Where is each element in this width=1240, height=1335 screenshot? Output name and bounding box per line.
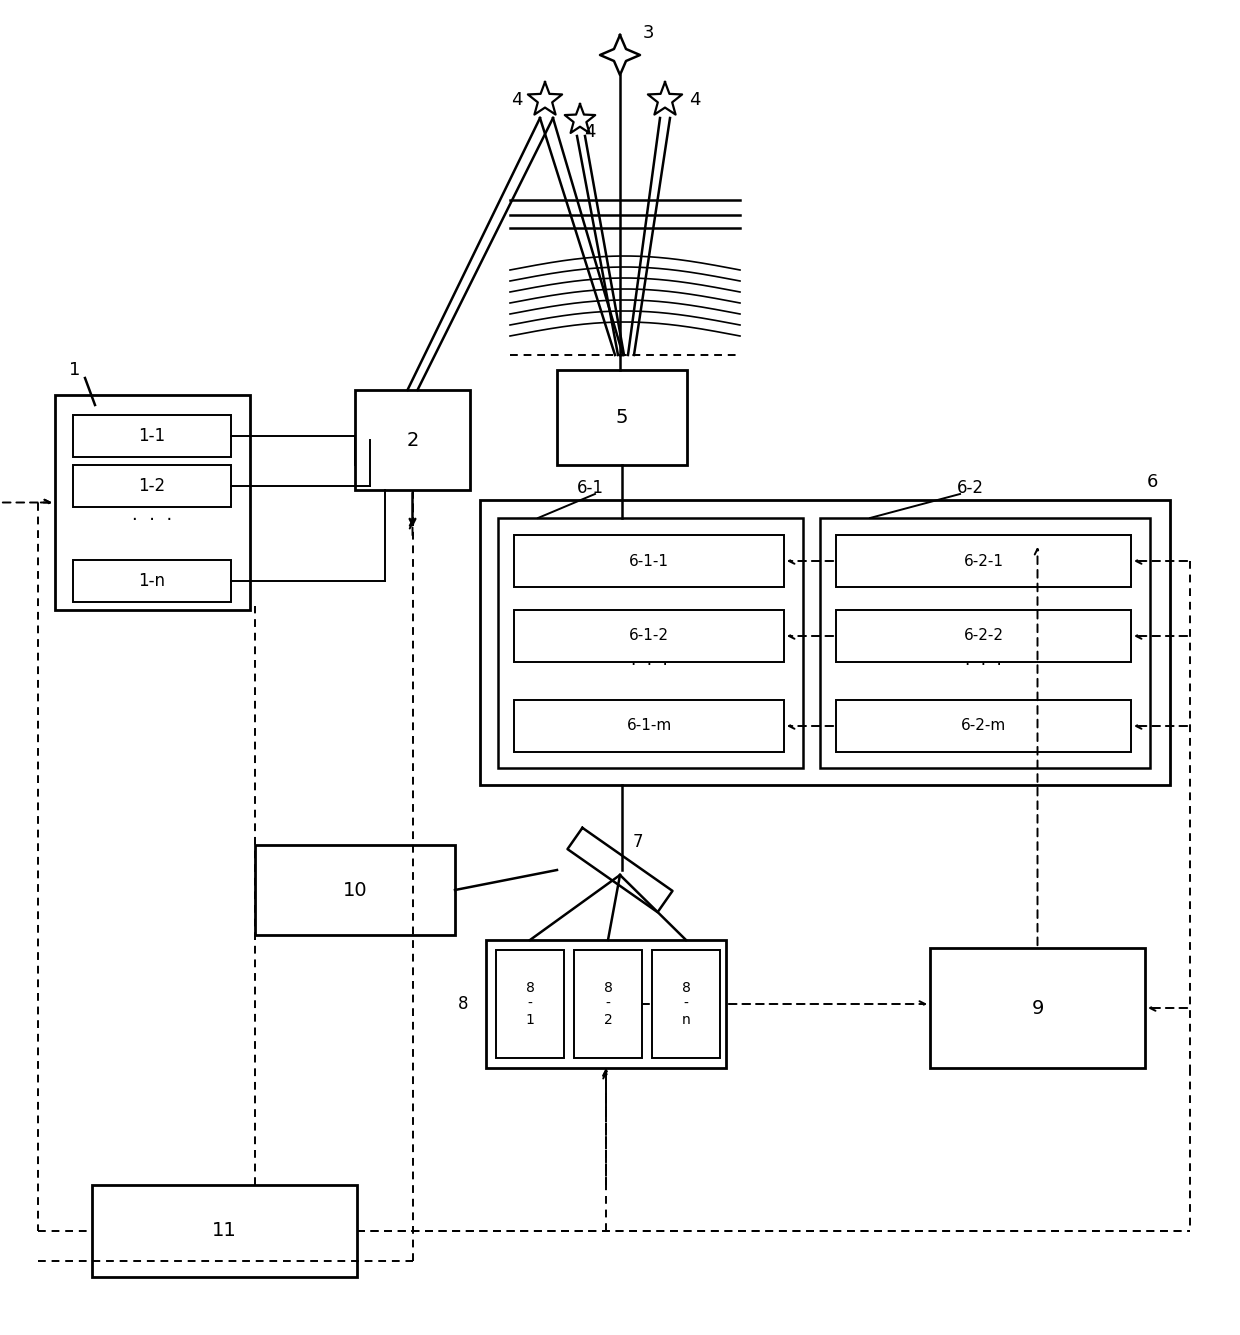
Bar (55, 395, 250, 610)
Bar (574, 951, 642, 1059)
Text: 2: 2 (407, 430, 419, 450)
Text: 5: 5 (616, 409, 629, 427)
Bar (73, 415, 231, 457)
Text: 6-1-2: 6-1-2 (629, 629, 670, 643)
Text: 6-1: 6-1 (577, 479, 604, 497)
Text: 4: 4 (511, 91, 523, 109)
Text: 1-1: 1-1 (139, 427, 166, 445)
Bar (930, 948, 1145, 1068)
Text: 6-2-1: 6-2-1 (963, 554, 1003, 569)
Text: 11: 11 (212, 1222, 237, 1240)
Bar (515, 610, 784, 662)
Bar (498, 518, 804, 768)
Text: 1-2: 1-2 (139, 477, 166, 495)
Text: ·  ·  ·: · · · (631, 655, 667, 674)
Text: 6-1-m: 6-1-m (626, 718, 672, 733)
Text: 8
-
2: 8 - 2 (604, 981, 613, 1027)
Text: 4: 4 (584, 123, 595, 142)
Bar (820, 518, 1149, 768)
Text: 3: 3 (642, 24, 653, 41)
Bar (92, 1185, 357, 1278)
Bar (486, 940, 725, 1068)
Text: 9: 9 (1032, 999, 1044, 1017)
Bar (355, 390, 470, 490)
Bar (73, 559, 231, 602)
Bar (557, 370, 687, 465)
Text: 1: 1 (69, 360, 81, 379)
Text: 6-2: 6-2 (956, 479, 983, 497)
Text: 6-2-2: 6-2-2 (963, 629, 1003, 643)
Text: 8
-
1: 8 - 1 (526, 981, 534, 1027)
Text: 1-n: 1-n (139, 571, 165, 590)
Bar (836, 700, 1131, 752)
Bar (480, 501, 1171, 785)
Text: ·  ·  ·: · · · (131, 511, 172, 529)
Text: 6-2-m: 6-2-m (961, 718, 1006, 733)
Bar (836, 610, 1131, 662)
Text: 6-1-1: 6-1-1 (629, 554, 670, 569)
Bar (652, 951, 720, 1059)
Text: 7: 7 (632, 833, 644, 850)
Text: 6: 6 (1147, 473, 1158, 491)
Bar (73, 465, 231, 507)
Bar (515, 535, 784, 587)
Text: 8: 8 (458, 995, 467, 1013)
Text: ·  ·  ·: · · · (965, 655, 1002, 674)
Bar (836, 535, 1131, 587)
Text: 10: 10 (342, 881, 367, 900)
Text: 8
-
n: 8 - n (682, 981, 691, 1027)
Bar (496, 951, 564, 1059)
Bar (515, 700, 784, 752)
Text: 4: 4 (689, 91, 701, 109)
Bar (255, 845, 455, 934)
